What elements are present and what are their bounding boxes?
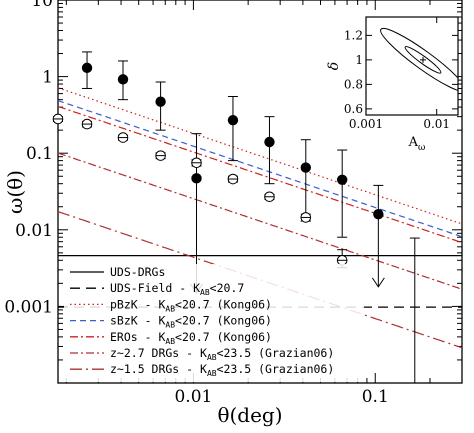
inset-y-tick-label: 1.2 xyxy=(344,28,363,42)
data-point xyxy=(191,157,202,169)
legend-label: z~2.7 DRGs - KAB<23.5 (Grazian06) xyxy=(110,346,334,362)
fit-line xyxy=(57,105,463,244)
outer-contour xyxy=(380,27,458,92)
legend-label: UDS-DRGs xyxy=(110,265,165,279)
inset-contour-plot: 0.001 0.01 0.6 0.8 1 1.2 Aω δ xyxy=(326,16,459,153)
x-axis-title: θ(deg) xyxy=(217,403,282,427)
data-point xyxy=(155,81,166,131)
fit-line xyxy=(57,152,463,290)
y-tick-label: 0.01 xyxy=(15,221,53,241)
filled-marker xyxy=(300,162,311,173)
data-point xyxy=(336,149,348,238)
x-tick-label: 0.1 xyxy=(362,387,389,407)
fit-line xyxy=(57,100,463,238)
data-point xyxy=(81,51,93,89)
data-point xyxy=(227,173,239,185)
x-tick-label: 0.01 xyxy=(174,387,212,407)
inset-x-tick-label: 0.01 xyxy=(423,117,450,131)
data-points xyxy=(52,51,420,383)
y-tick-label: 1 xyxy=(42,68,53,88)
inset-y-axis-title: δ xyxy=(326,62,342,70)
filled-marker xyxy=(336,174,348,185)
legend-label: EROs - KAB<20.7 (Kong06) xyxy=(110,330,272,346)
data-point xyxy=(81,118,93,130)
data-point xyxy=(117,132,129,143)
data-point xyxy=(300,139,311,222)
legend-label: pBzK - KAB<20.7 (Kong06) xyxy=(110,297,272,313)
data-point xyxy=(227,95,239,162)
filled-marker xyxy=(81,62,93,74)
data-point xyxy=(264,116,275,185)
inset-border xyxy=(365,16,459,116)
filled-marker xyxy=(227,114,239,126)
filled-marker xyxy=(191,173,202,184)
inset-x-tick-label: 0.001 xyxy=(349,117,383,131)
data-point xyxy=(264,191,275,203)
filled-marker xyxy=(155,96,166,107)
filled-marker xyxy=(373,208,384,220)
fit-lines xyxy=(57,87,463,349)
y-axis-title: ω(θ) xyxy=(3,170,27,214)
fit-line xyxy=(57,211,463,349)
legend-label: UDS-Field - KAB<20.7 xyxy=(110,281,244,297)
data-point xyxy=(336,249,348,269)
data-point xyxy=(52,113,64,125)
data-point xyxy=(117,60,129,101)
upper-limit-arrow xyxy=(371,277,385,288)
inner-contour xyxy=(404,46,442,74)
main-axis-ticks: 0.01 0.1 10 1 0.1 0.01 0.001 xyxy=(4,0,462,407)
inset-contours xyxy=(380,27,458,92)
filled-marker xyxy=(264,136,275,148)
inset-x-axis-title: Aω xyxy=(408,135,426,153)
inset-y-tick-label: 0.8 xyxy=(344,77,363,91)
legend-label: z~1.5 DRGs - KAB<23.5 (Grazian06) xyxy=(110,362,334,378)
data-point xyxy=(371,184,385,288)
y-tick-label: 0.1 xyxy=(26,144,53,164)
inset-y-tick-label: 0.6 xyxy=(344,102,363,116)
legend-background xyxy=(64,264,364,382)
inset-y-tick-label: 1 xyxy=(355,53,363,67)
y-tick-label: 10 xyxy=(31,0,53,11)
y-tick-label: 0.001 xyxy=(4,297,53,317)
legend-label: sBzK - KAB<20.7 (Kong06) xyxy=(110,314,272,330)
data-point xyxy=(155,150,166,161)
plot-border xyxy=(57,0,463,384)
data-point xyxy=(300,212,312,223)
main-plot-frame xyxy=(57,0,463,384)
filled-marker xyxy=(117,74,129,85)
